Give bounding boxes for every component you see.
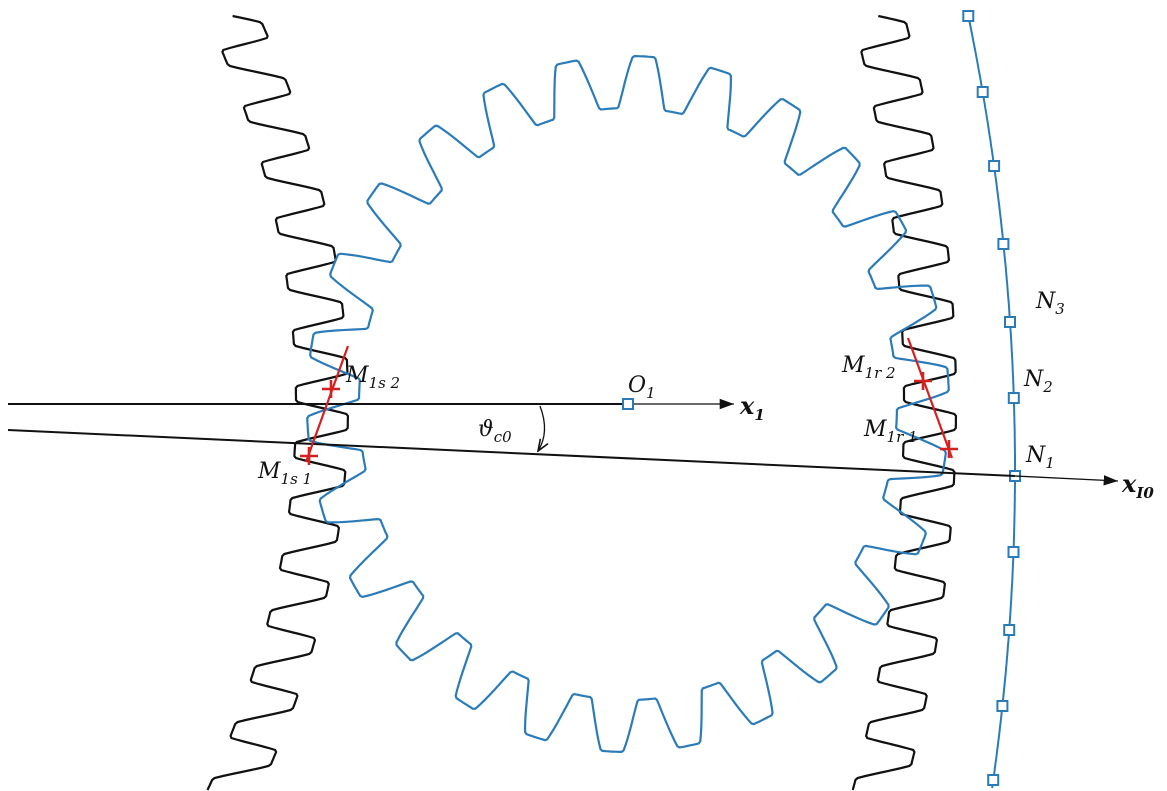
label-m1r1: M1r 1 (863, 417, 918, 446)
n-curve-point (1007, 392, 1020, 404)
contact-line-right (906, 337, 954, 459)
n-curve-point (997, 238, 1010, 250)
point-m1r1-marker (940, 440, 958, 458)
xi0-axis-arrow (1014, 475, 1119, 486)
label-n1: N1 (1025, 443, 1055, 472)
label-xi0: xI0 (1121, 469, 1154, 502)
n-curve-point (987, 774, 1000, 786)
rack-right-profile (851, 14, 958, 791)
point-m1s1-marker (300, 447, 318, 465)
label-m1r2: M1r 2 (841, 353, 896, 382)
n-curve-point (1003, 624, 1016, 636)
angle-arc (538, 405, 545, 451)
contact-line-left (304, 345, 350, 463)
point-m1s2-marker (322, 380, 340, 398)
n-curve-point (988, 160, 1001, 172)
n-curve-point (1004, 316, 1016, 328)
gear-outline (306, 55, 950, 753)
n-curve-point (962, 10, 975, 22)
n-curve-point (1007, 546, 1020, 558)
point-m1r2-marker (914, 372, 932, 390)
label-x1: x1 (739, 391, 765, 424)
n-curve-point (976, 86, 989, 98)
label-m1s1: M1s 1 (257, 459, 312, 488)
n-curve-point (996, 700, 1009, 712)
label-n2: N2 (1023, 367, 1053, 396)
label-n3: N3 (1035, 289, 1065, 318)
label-angle: ϑc0 (478, 417, 512, 446)
label-o1: O1 (628, 373, 656, 402)
origin-marker (622, 398, 634, 410)
label-m1s2: M1s 2 (345, 363, 400, 392)
tilted-axis-line (7, 429, 1016, 477)
n-curve-markers (962, 10, 1021, 786)
